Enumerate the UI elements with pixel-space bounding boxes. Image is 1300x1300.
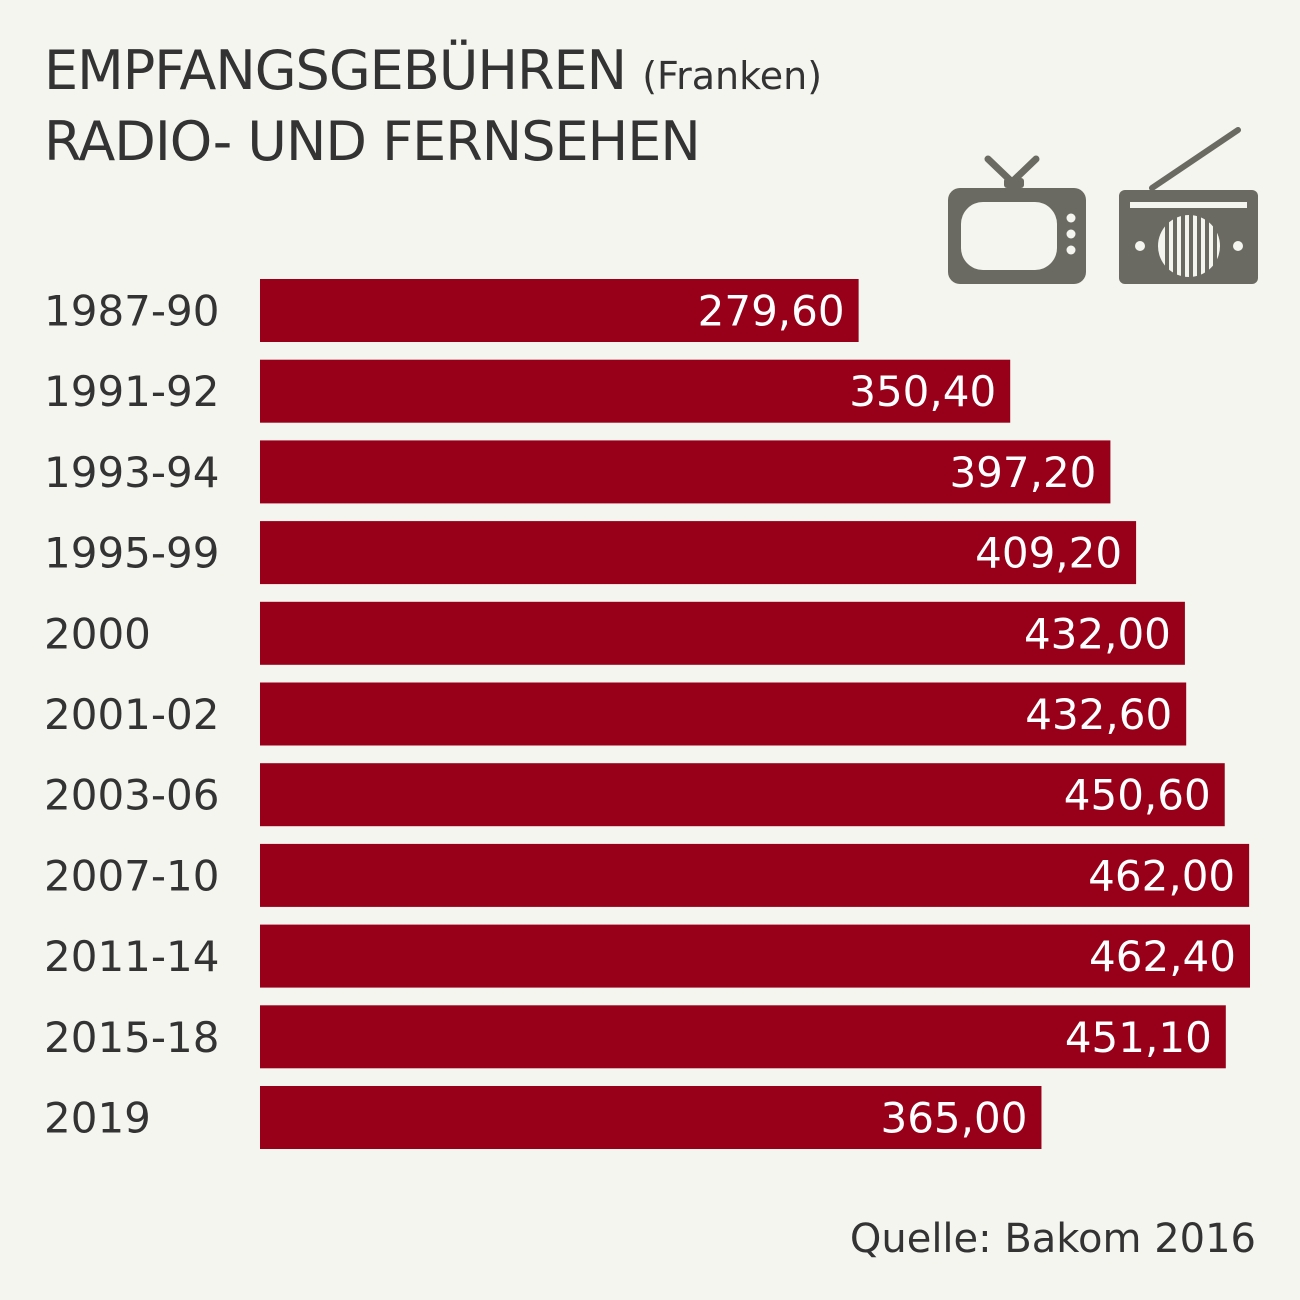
- bar: [260, 601, 1185, 665]
- chart-title: EMPFANGSGEBÜHREN (Franken) RADIO- UND FE…: [44, 38, 822, 175]
- category-label: 2000: [44, 609, 151, 658]
- value-label: 279,60: [698, 287, 845, 336]
- bar: [260, 1005, 1226, 1069]
- value-label: 397,20: [949, 448, 1096, 497]
- value-label: 365,00: [880, 1094, 1027, 1143]
- category-label: 2019: [44, 1094, 151, 1143]
- value-label: 432,60: [1025, 690, 1172, 739]
- category-label: 2001-02: [44, 690, 220, 739]
- category-label: 1987-90: [44, 287, 220, 336]
- value-label: 462,40: [1089, 932, 1236, 981]
- category-label: 1993-94: [44, 448, 220, 497]
- bar: [260, 440, 1111, 504]
- category-label: 1995-99: [44, 529, 220, 578]
- bar: [260, 763, 1225, 827]
- media-icons: [948, 127, 1258, 284]
- source-note: Quelle: Bakom 2016: [849, 1216, 1256, 1262]
- value-label: 450,60: [1064, 771, 1211, 820]
- value-label: 451,10: [1065, 1013, 1212, 1062]
- title-main: EMPFANGSGEBÜHREN: [44, 39, 627, 102]
- tv-icon: [948, 155, 1086, 284]
- category-label: 2003-06: [44, 771, 220, 820]
- bar: [260, 359, 1011, 423]
- value-label: 350,40: [849, 367, 996, 416]
- title-unit: (Franken): [642, 54, 823, 98]
- value-label: 462,00: [1088, 851, 1235, 900]
- radio-icon: [1119, 127, 1258, 284]
- bar: [260, 521, 1137, 585]
- bar: [260, 924, 1250, 988]
- value-label: 432,00: [1024, 609, 1171, 658]
- category-label: 2015-18: [44, 1013, 220, 1062]
- title-line-1: EMPFANGSGEBÜHREN (Franken): [44, 38, 822, 109]
- category-label: 2007-10: [44, 851, 220, 900]
- bar: [260, 279, 859, 342]
- bar: [260, 843, 1250, 907]
- category-label: 1991-92: [44, 367, 220, 416]
- category-label: 2011-14: [44, 932, 220, 981]
- bar: [260, 682, 1187, 746]
- value-label: 409,20: [975, 529, 1122, 578]
- bar: [260, 1086, 1042, 1149]
- title-line-2: RADIO- UND FERNSEHEN: [44, 110, 701, 173]
